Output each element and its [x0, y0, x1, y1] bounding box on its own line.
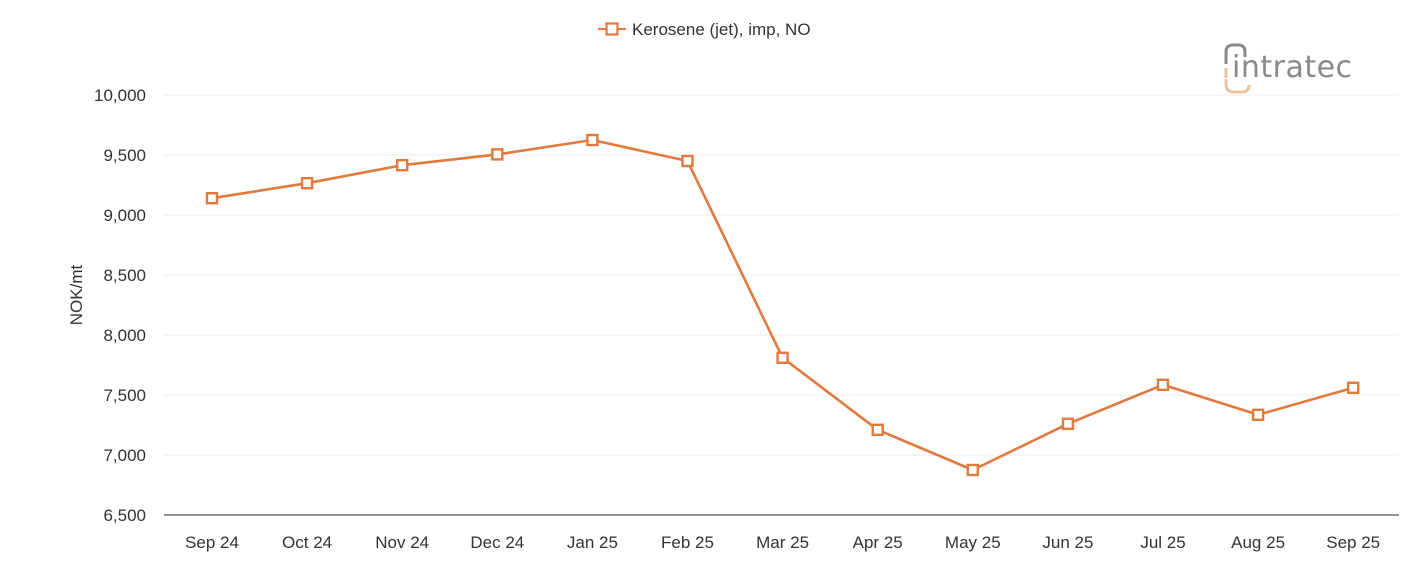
x-tick-label: Jul 25 — [1140, 533, 1185, 552]
x-tick-label: Jun 25 — [1042, 533, 1093, 552]
x-tick-label: May 25 — [945, 533, 1001, 552]
y-tick-label: 7,000 — [103, 446, 146, 465]
y-tick-label: 6,500 — [103, 506, 146, 525]
y-tick-label: 10,000 — [94, 86, 146, 105]
y-tick-label: 8,500 — [103, 266, 146, 285]
y-axis-ticks: 6,500 7,000 7,500 8,000 8,500 9,000 9,500 10,00… — [94, 86, 146, 525]
x-axis-ticks: Sep 24 Oct 24 Nov 24 Dec 24 Jan 25 Feb 25 Mar … — [185, 533, 1380, 552]
x-tick-label: Nov 24 — [375, 533, 429, 552]
y-tick-label: 7,500 — [103, 386, 146, 405]
x-tick-label: Sep 24 — [185, 533, 239, 552]
x-tick-label: Jan 25 — [567, 533, 618, 552]
data-point-marker[interactable] — [1061, 417, 1075, 430]
data-point-marker[interactable] — [491, 148, 504, 161]
logo-arc-icon — [1224, 43, 1247, 64]
data-point-marker[interactable] — [966, 463, 979, 477]
y-tick-label: 9,500 — [103, 146, 146, 165]
logo-cup-icon — [1224, 79, 1251, 94]
data-point-marker[interactable] — [1156, 378, 1170, 391]
data-point-marker[interactable] — [586, 133, 599, 147]
x-tick-label: Mar 25 — [756, 533, 809, 552]
data-point-marker[interactable] — [1346, 381, 1360, 394]
x-tick-label: Feb 25 — [661, 533, 714, 552]
series-line — [211, 138, 1354, 472]
x-tick-label: Sep 25 — [1326, 533, 1380, 552]
x-tick-label: Aug 25 — [1231, 533, 1285, 552]
legend-marker-icon — [605, 22, 619, 36]
y-axis-label: NOK/mt — [67, 265, 86, 326]
data-point-marker[interactable] — [776, 351, 789, 364]
y-tick-label: 8,000 — [103, 326, 146, 345]
data-point-marker[interactable] — [1251, 408, 1265, 421]
x-tick-label: Apr 25 — [853, 533, 903, 552]
data-point-marker[interactable] — [396, 158, 409, 172]
legend[interactable]: Kerosene (jet), imp, NO — [598, 20, 811, 39]
data-point-marker[interactable] — [681, 154, 694, 168]
series-kerosene — [205, 133, 1360, 477]
y-tick-label: 9,000 — [103, 206, 146, 225]
legend-label: Kerosene (jet), imp, NO — [632, 20, 811, 39]
data-point-marker[interactable] — [300, 176, 314, 190]
x-tick-label: Dec 24 — [470, 533, 524, 552]
data-point-marker[interactable] — [205, 191, 219, 205]
gridlines — [164, 94, 1399, 456]
data-point-marker[interactable] — [871, 423, 884, 436]
logo-text: intratec — [1232, 50, 1353, 85]
intratec-logo: intratec — [1224, 43, 1353, 94]
x-tick-label: Oct 24 — [282, 533, 332, 552]
